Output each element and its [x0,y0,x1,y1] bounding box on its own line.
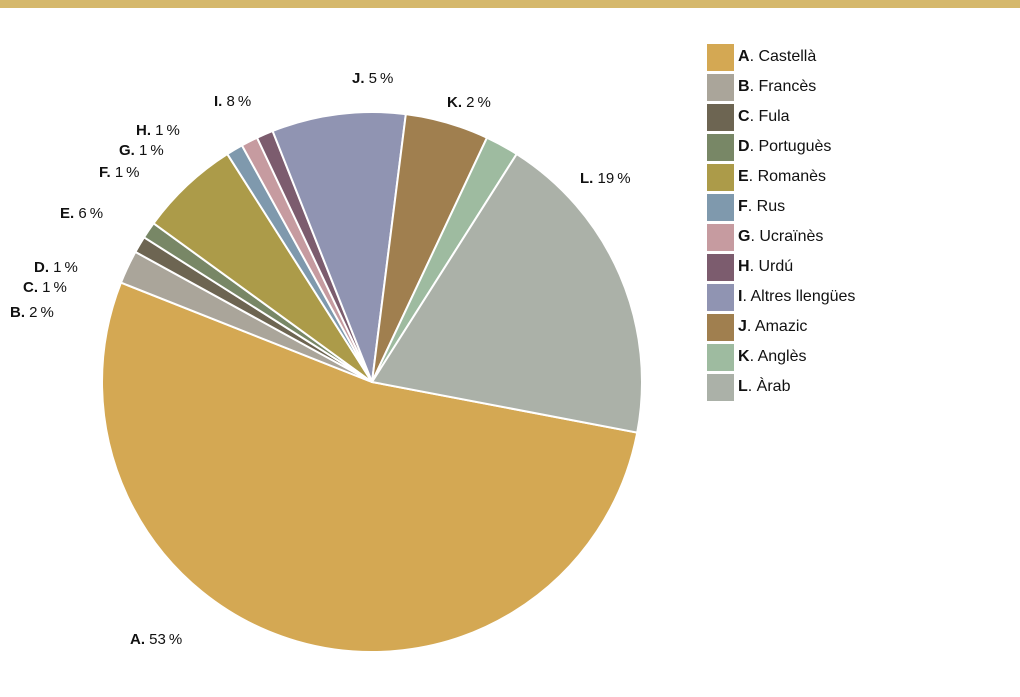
pie-chart: A. 53 %B. 2 %C. 1 %D. 1 %E. 6 %F. 1 %G. … [10,70,643,653]
legend-item-h: H. Urdú [707,252,855,282]
legend-letter: A [738,48,750,65]
legend-swatch [707,103,734,131]
slice-label-value: 53 % [145,631,182,648]
slice-label-l: L. 19 % [580,170,631,187]
legend-item-c: C. Fula [707,102,855,132]
legend-label: . Àrab [747,378,791,395]
slice-label-letter: D. [34,259,49,276]
slice-label-k: K. 2 % [447,94,491,111]
slice-label-value: 19 % [593,170,630,187]
top-accent-band [0,0,1020,8]
legend-swatch [707,313,734,341]
slice-label-value: 1 % [111,164,140,181]
legend-label: . Francès [749,78,817,95]
slice-label-value: 8 % [222,93,251,110]
legend-letter: B [738,78,750,95]
slice-label-letter: B. [10,304,25,321]
legend-swatch [707,43,734,71]
legend-letter: K [738,348,750,365]
legend-swatch [707,193,734,221]
legend-label: . Ucraïnès [750,228,824,245]
legend-item-a: A. Castellà [707,42,855,72]
legend-item-l: L. Àrab [707,372,855,402]
legend-label: . Romanès [748,168,827,185]
legend-letter: J [738,318,747,335]
slice-label-letter: J. [352,70,365,87]
legend-label: . Amazic [746,318,808,335]
pie-slice-l [371,153,643,434]
slice-label-value: 5 % [365,70,394,87]
legend-letter: D [738,138,750,155]
legend-letter: G [738,228,751,245]
slice-label-letter: I. [214,93,222,110]
slice-label-h: H. 1 % [136,122,180,139]
slice-label-f: F. 1 % [99,164,140,181]
slice-label-g: G. 1 % [119,142,164,159]
slice-label-letter: E. [60,205,74,222]
legend-item-d: D. Portuguès [707,132,855,162]
legend-swatch [707,343,734,371]
legend-item-j: J. Amazic [707,312,855,342]
legend-letter: F [738,198,748,215]
legend-label: . Altres llengües [742,288,856,305]
slice-label-j: J. 5 % [352,70,393,87]
legend-label: . Urdú [749,258,794,275]
legend-label: . Portuguès [749,138,832,155]
legend-item-b: B. Francès [707,72,855,102]
slice-label-a: A. 53 % [130,631,182,648]
legend-label: . Rus [747,198,786,215]
legend-swatch [707,223,734,251]
legend-swatch [707,253,734,281]
slice-label-value: 2 % [25,304,54,321]
legend-item-e: E. Romanès [707,162,855,192]
slice-label-value: 1 % [151,122,180,139]
legend-item-g: G. Ucraïnès [707,222,855,252]
legend-swatch [707,283,734,311]
legend-letter: C [738,108,750,125]
slice-label-letter: L. [580,170,593,187]
legend-letter: I [738,288,743,305]
slice-label-value: 1 % [135,142,164,159]
legend-swatch [707,73,734,101]
slice-label-value: 1 % [49,259,78,276]
pie-slice-a [101,281,639,653]
legend-label: . Anglès [749,348,807,365]
legend-swatch [707,133,734,161]
slice-label-d: D. 1 % [34,259,78,276]
slice-label-letter: F. [99,164,111,181]
slice-label-letter: H. [136,122,151,139]
legend-letter: L [738,378,748,395]
legend-letter: H [738,258,750,275]
slice-label-e: E. 6 % [60,205,103,222]
legend: A. Castellà B. Francès C. Fula D. Portuguès… [707,42,855,402]
slice-label-letter: G. [119,142,135,159]
slice-label-letter: C. [23,279,38,296]
legend-label: . Castellà [749,48,817,65]
slice-label-letter: A. [130,631,145,648]
slice-label-b: B. 2 % [10,304,54,321]
slice-label-value: 6 % [74,205,103,222]
legend-item-i: I. Altres llengües [707,282,855,312]
legend-swatch [707,373,734,401]
slice-label-c: C. 1 % [23,279,67,296]
slice-label-value: 1 % [38,279,67,296]
pie-slice-i [271,111,407,383]
legend-label: . Fula [749,108,790,125]
legend-swatch [707,163,734,191]
slice-label-i: I. 8 % [214,93,251,110]
pie-slices [101,111,643,653]
legend-letter: E [738,168,749,185]
slice-label-value: 2 % [462,94,491,111]
legend-item-k: K. Anglès [707,342,855,372]
legend-item-f: F. Rus [707,192,855,222]
pie-labels: A. 53 %B. 2 %C. 1 %D. 1 %E. 6 %F. 1 %G. … [10,70,631,648]
slice-label-letter: K. [447,94,462,111]
